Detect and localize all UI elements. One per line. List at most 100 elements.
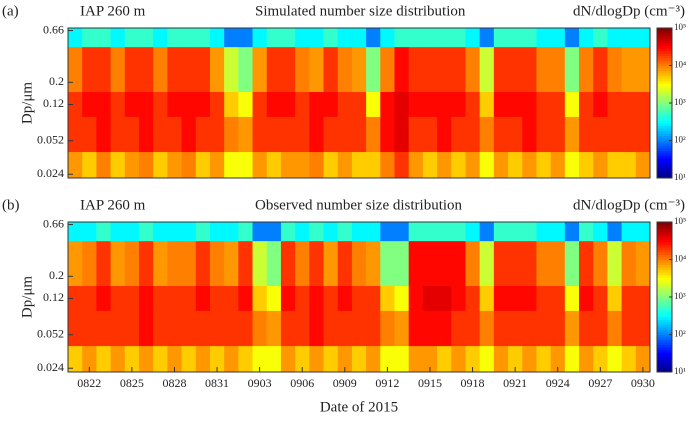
heat-cell: [96, 116, 112, 153]
heat-cell: [607, 28, 623, 48]
x-tick-label: 0930: [631, 376, 655, 390]
colorbar-step: [657, 322, 672, 325]
heat-cell: [536, 285, 552, 312]
heat-cell: [252, 28, 268, 48]
heat-cell: [593, 241, 608, 287]
heat-cell: [181, 28, 197, 48]
heat-cell: [252, 91, 268, 118]
heat-cell: [96, 285, 112, 312]
heat-cell: [607, 346, 623, 373]
heat-cell: [195, 116, 211, 153]
heat-cell: [167, 116, 183, 153]
heat-cell: [394, 47, 410, 93]
y-tick-label: 0.12: [43, 290, 64, 304]
heat-cell: [181, 47, 197, 93]
heat-cell: [479, 222, 495, 242]
heat-cell: [351, 241, 367, 287]
colorbar-step: [657, 364, 672, 368]
heat-cell: [82, 152, 97, 179]
heat-cell: [437, 285, 452, 312]
colorbar-step: [657, 314, 672, 318]
heat-cell: [607, 152, 623, 179]
heat-cell: [323, 116, 339, 153]
y-tick-label: 0.66: [43, 22, 64, 36]
heat-cell: [579, 310, 594, 347]
heat-cell: [366, 222, 381, 242]
heat-cell: [451, 152, 466, 179]
heat-cell: [153, 241, 168, 287]
heat-cell: [167, 310, 183, 347]
heat-cell: [607, 310, 623, 347]
heat-cell: [593, 28, 608, 48]
heat-cell: [295, 285, 310, 312]
colorbar-step: [657, 247, 672, 250]
heat-cell: [266, 241, 282, 287]
x-tick-label: 0903: [248, 376, 272, 390]
site-label: IAP 260 m: [80, 197, 146, 213]
x-tick-label: 0915: [418, 376, 442, 390]
heat-cell: [124, 285, 140, 312]
heat-cell: [380, 285, 395, 312]
colorbar-step: [657, 98, 672, 101]
heat-cell: [266, 47, 282, 93]
heat-cell: [181, 222, 197, 242]
colorbar-tick-label: 10¹: [674, 172, 686, 182]
heat-cell: [508, 222, 523, 242]
heat-cell: [621, 222, 637, 242]
heat-cell: [493, 285, 509, 312]
colorbar-step: [657, 262, 672, 265]
heat-cell: [422, 346, 438, 373]
heat-cell: [266, 152, 282, 179]
heat-cell: [280, 91, 296, 118]
heat-cell: [224, 47, 239, 93]
heat-cell: [635, 222, 651, 242]
heat-cell: [366, 28, 381, 48]
heat-cell: [110, 241, 126, 287]
heat-cell: [323, 241, 339, 287]
heat-cell: [550, 116, 566, 153]
y-tick-label: 0.2: [49, 74, 64, 88]
heat-cell: [96, 346, 112, 373]
colorbar-step: [657, 227, 672, 230]
heat-cell: [408, 28, 424, 48]
heat-cell: [550, 346, 566, 373]
heat-cell: [621, 91, 637, 118]
colorbar-step: [657, 234, 672, 238]
heat-cell: [380, 152, 395, 179]
heat-cell: [579, 91, 594, 118]
colorbar-step: [657, 55, 672, 59]
colorbar-step: [657, 304, 672, 308]
heat-cell: [479, 285, 495, 312]
heat-cell: [593, 47, 608, 93]
heat-cell: [465, 285, 481, 312]
heat-cell: [635, 241, 651, 287]
heat-cell: [522, 28, 537, 48]
heat-cell: [607, 285, 623, 312]
heat-cell: [195, 222, 211, 242]
heat-cell: [323, 310, 339, 347]
colorbar-step: [657, 175, 672, 179]
heat-cell: [508, 285, 523, 312]
y-tick-label: 0.052: [37, 132, 64, 146]
heat-cell: [337, 152, 353, 179]
heat-cell: [280, 222, 296, 242]
colorbar-step: [657, 83, 672, 86]
heat-cell: [68, 310, 83, 347]
heat-cell: [351, 152, 367, 179]
heat-cell: [621, 346, 637, 373]
x-tick-label: 0828: [162, 376, 186, 390]
colorbar-step: [657, 160, 672, 164]
heat-cell: [309, 91, 325, 118]
heat-cell: [635, 47, 651, 93]
heat-cell: [96, 222, 112, 242]
heat-cell: [252, 47, 268, 93]
heat-cell: [195, 241, 211, 287]
heat-cell: [536, 346, 552, 373]
heat-cell: [451, 346, 466, 373]
colorbar-step: [657, 85, 672, 89]
heat-cell: [607, 241, 623, 287]
colorbar-step: [657, 362, 672, 365]
heat-cell: [437, 152, 452, 179]
heat-cell: [437, 222, 452, 242]
heat-cell: [309, 241, 325, 287]
